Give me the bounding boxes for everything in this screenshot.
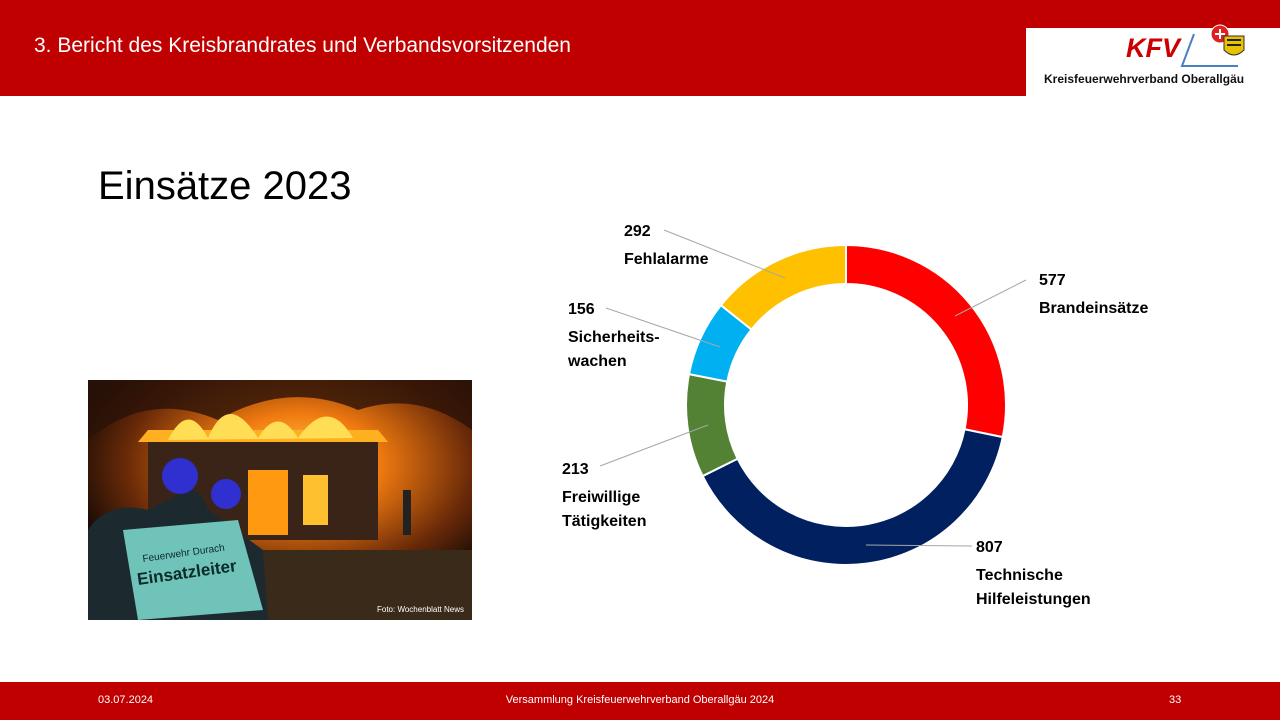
slide-heading: Einsätze 2023 bbox=[98, 164, 352, 208]
fire-photo: Feuerwehr Durach Einsatzleiter Foto: Woc… bbox=[88, 380, 472, 620]
footer-page-number: 33 bbox=[1169, 694, 1182, 706]
data-label-value-sicherheits-wachen: 156 bbox=[568, 301, 595, 318]
donut-slice-brandeinsätze bbox=[845, 243, 1008, 439]
data-label-name-brandeinsätze-0: Brandeinsätze bbox=[1039, 300, 1148, 317]
footer-bar: 03.07.2024 Versammlung Kreisfeuerwehrver… bbox=[0, 682, 1280, 720]
data-label-name-sicherheits-wachen-1: wachen bbox=[567, 353, 627, 370]
data-label-name-freiwillige-tätigkeiten-1: Tätigkeiten bbox=[562, 513, 646, 530]
donut-slice-fehlalarme bbox=[719, 243, 847, 331]
leader-line-brandeinsätze bbox=[954, 279, 1027, 317]
data-label-name-technische-hilfeleistungen-0: Technische bbox=[976, 567, 1063, 584]
fire-scene-image: Feuerwehr Durach Einsatzleiter bbox=[88, 380, 472, 620]
data-label-value-technische-hilfeleistungen: 807 bbox=[976, 539, 1003, 556]
kfv-logo: KFV Kreisfeuerwehrverband Oberallgäu bbox=[1026, 24, 1280, 96]
leader-line-fehlalarme bbox=[663, 229, 786, 279]
donut-slice-technische-hilfeleistungen bbox=[701, 428, 1004, 567]
data-label-name-freiwillige-tätigkeiten-0: Freiwillige bbox=[562, 489, 640, 506]
leader-line-sicherheits-wachen bbox=[605, 307, 721, 348]
leader-line-freiwillige-tätigkeiten bbox=[599, 424, 709, 467]
footer-event: Versammlung Kreisfeuerwehrverband Oberal… bbox=[505, 694, 775, 706]
data-label-name-technische-hilfeleistungen-1: Hilfeleistungen bbox=[976, 591, 1091, 608]
photo-credit: Foto: Wochenblatt News bbox=[376, 605, 464, 614]
data-label-value-brandeinsätze: 577 bbox=[1039, 272, 1066, 289]
data-label-value-freiwillige-tätigkeiten: 213 bbox=[562, 461, 589, 478]
slide-section-title: 3. Bericht des Kreisbrandrates und Verba… bbox=[34, 34, 571, 57]
logo-caption: Kreisfeuerwehrverband Oberallgäu bbox=[1044, 72, 1245, 86]
logo-triangle-icon bbox=[1180, 33, 1238, 67]
leader-line-technische-hilfeleistungen bbox=[865, 544, 973, 547]
data-label-name-sicherheits-wachen-0: Sicherheits- bbox=[568, 329, 660, 346]
coat-of-arms-icon bbox=[1210, 24, 1245, 56]
footer-date: 03.07.2024 bbox=[98, 694, 154, 706]
data-label-value-fehlalarme: 292 bbox=[624, 223, 651, 240]
kfv-logo-text: KFV bbox=[1126, 33, 1180, 63]
donut-slice-freiwillige-tätigkeiten bbox=[685, 372, 739, 478]
data-label-name-fehlalarme-0: Fehlalarme bbox=[624, 251, 709, 268]
